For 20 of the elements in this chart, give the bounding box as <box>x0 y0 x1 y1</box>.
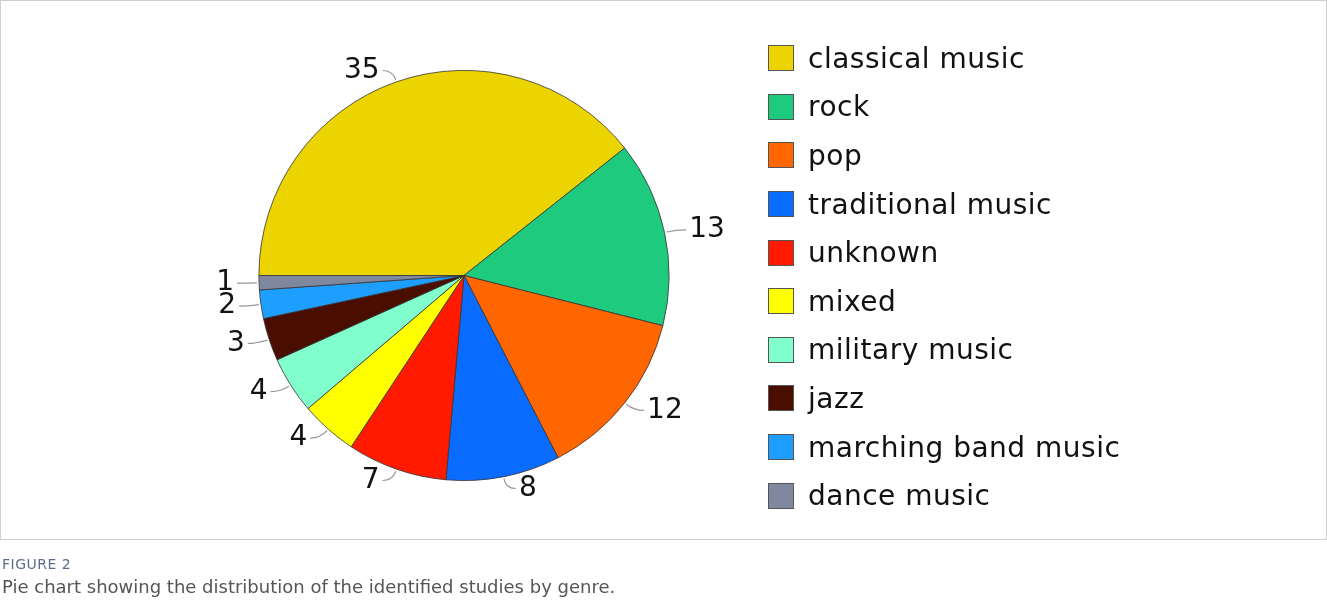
legend-label: rock <box>808 90 870 124</box>
text: Pie chart showing the distribution of the identified studies by genre. <box>2 576 616 597</box>
data-label: 13 <box>689 211 725 245</box>
legend-label: unknown <box>808 236 939 270</box>
legend-label: traditional music <box>808 187 1052 221</box>
legend-label: classical music <box>808 41 1025 75</box>
legend-label: marching band music <box>808 430 1121 464</box>
data-label: 4 <box>249 372 268 406</box>
legend-label: jazz <box>808 381 865 415</box>
data-label: 7 <box>361 461 380 495</box>
data-label: 35 <box>343 51 380 85</box>
data-label: 8 <box>518 469 537 503</box>
data-label: 4 <box>289 419 308 453</box>
data-label: 12 <box>647 391 683 425</box>
legend-label: military music <box>808 333 1014 367</box>
legend-label: pop <box>808 138 863 172</box>
text: FIGURE 2 <box>2 556 72 572</box>
legend-label: mixed <box>808 284 897 318</box>
data-label: 3 <box>226 324 245 358</box>
legend-label: dance music <box>808 479 991 513</box>
